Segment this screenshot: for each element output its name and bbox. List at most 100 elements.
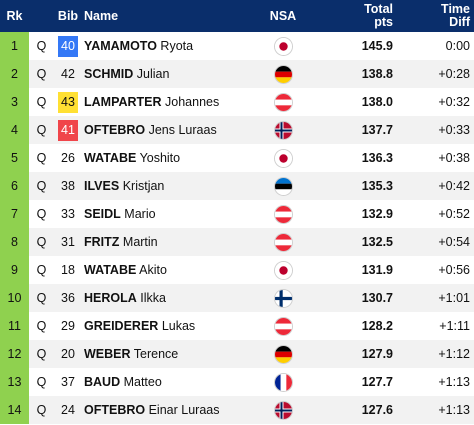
qualified-marker: Q: [36, 123, 47, 137]
athlete-name[interactable]: YAMAMOTO Ryota: [82, 32, 252, 60]
athlete-last-name: OFTEBRO: [84, 403, 146, 417]
table-row[interactable]: 12 Q 20 WEBER Terence 127.9 +1:12: [0, 340, 474, 368]
bib-cell: 38: [54, 172, 82, 200]
nsa-cell: [252, 256, 314, 284]
table-row[interactable]: 2 Q 42 SCHMID Julian 138.8 +0:28: [0, 60, 474, 88]
qualified-marker: Q: [36, 263, 47, 277]
athlete-first-name: Jens Luraas: [148, 123, 217, 137]
france-flag-icon: [274, 373, 292, 391]
athlete-first-name: Johannes: [165, 95, 220, 109]
header-nsa: NSA: [269, 8, 297, 23]
total-points: 127.9: [361, 347, 393, 361]
table-row[interactable]: 1 Q 40 YAMAMOTO Ryota 145.9 0:00: [0, 32, 474, 60]
athlete-name[interactable]: ILVES Kristjan: [82, 172, 252, 200]
athlete-name[interactable]: WATABE Akito: [82, 256, 252, 284]
nsa-cell: [252, 284, 314, 312]
rank-cell: 9: [0, 256, 29, 284]
bib-number: 40: [58, 35, 78, 57]
header-time-diff: Time Diff: [441, 2, 470, 29]
total-points: 130.7: [361, 291, 393, 305]
time-diff: +1:11: [439, 319, 470, 333]
nsa-cell: [252, 88, 314, 116]
rank-cell: 5: [0, 144, 29, 172]
table-row[interactable]: 11 Q 29 GREIDERER Lukas 128.2 +1:11: [0, 312, 474, 340]
total-points: 145.9: [361, 39, 393, 53]
table-row[interactable]: 3 Q 43 LAMPARTER Johannes 138.0 +0:32: [0, 88, 474, 116]
table-row[interactable]: 4 Q 41 OFTEBRO Jens Luraas 137.7 +0:33: [0, 116, 474, 144]
table-row[interactable]: 7 Q 33 SEIDL Mario 132.9 +0:52: [0, 200, 474, 228]
table-row[interactable]: 6 Q 38 ILVES Kristjan 135.3 +0:42: [0, 172, 474, 200]
total-points: 138.8: [361, 67, 393, 81]
qualified-marker: Q: [36, 67, 47, 81]
rank-cell: 4: [0, 116, 29, 144]
rank-cell: 8: [0, 228, 29, 256]
athlete-name[interactable]: OFTEBRO Jens Luraas: [82, 116, 252, 144]
germany-flag-icon: [274, 65, 292, 83]
qualified-marker: Q: [36, 235, 47, 249]
athlete-name[interactable]: LAMPARTER Johannes: [82, 88, 252, 116]
rank-cell: 1: [0, 32, 29, 60]
table-row[interactable]: 10 Q 36 HEROLA Ilkka 130.7 +1:01: [0, 284, 474, 312]
athlete-first-name: Ilkka: [140, 291, 166, 305]
athlete-name[interactable]: HEROLA Ilkka: [82, 284, 252, 312]
bib-cell: 20: [54, 340, 82, 368]
time-diff: +0:56: [438, 263, 470, 277]
qualified-marker: Q: [36, 179, 47, 193]
bib-number: 24: [61, 402, 75, 417]
athlete-name[interactable]: BAUD Matteo: [82, 368, 252, 396]
nsa-cell: [252, 228, 314, 256]
athlete-name[interactable]: SEIDL Mario: [82, 200, 252, 228]
estonia-flag-icon: [274, 177, 292, 195]
time-diff: +0:32: [438, 95, 470, 109]
table-row[interactable]: 13 Q 37 BAUD Matteo 127.7 +1:13: [0, 368, 474, 396]
athlete-name[interactable]: FRITZ Martin: [82, 228, 252, 256]
total-points: 135.3: [361, 179, 393, 193]
athlete-first-name: Matteo: [123, 375, 162, 389]
athlete-first-name: Julian: [136, 67, 170, 81]
table-row[interactable]: 5 Q 26 WATABE Yoshito 136.3 +0:38: [0, 144, 474, 172]
time-diff: +0:52: [438, 207, 470, 221]
time-diff: +0:38: [438, 151, 470, 165]
bib-number: 20: [61, 346, 75, 361]
bib-cell: 41: [54, 116, 82, 144]
qualified-marker: Q: [36, 319, 47, 333]
qualified-marker: Q: [36, 207, 47, 221]
time-diff: +1:13: [438, 403, 470, 417]
athlete-last-name: BAUD: [84, 375, 121, 389]
athlete-name[interactable]: OFTEBRO Einar Luraas: [82, 396, 252, 424]
header-bib: Bib: [57, 8, 79, 23]
total-points: 138.0: [361, 95, 393, 109]
rank-cell: 6: [0, 172, 29, 200]
time-diff: +0:33: [438, 123, 470, 137]
athlete-name[interactable]: WEBER Terence: [82, 340, 252, 368]
athlete-first-name: Lukas: [161, 319, 196, 333]
athlete-name[interactable]: GREIDERER Lukas: [82, 312, 252, 340]
athlete-name[interactable]: SCHMID Julian: [82, 60, 252, 88]
bib-number: 43: [58, 91, 78, 113]
athlete-last-name: OFTEBRO: [84, 123, 146, 137]
athlete-first-name: Einar Luraas: [148, 403, 220, 417]
total-points: 131.9: [361, 263, 393, 277]
nsa-cell: [252, 396, 314, 424]
athlete-name[interactable]: WATABE Yoshito: [82, 144, 252, 172]
rank-cell: 12: [0, 340, 29, 368]
athlete-last-name: WATABE: [84, 151, 137, 165]
table-row[interactable]: 14 Q 24 OFTEBRO Einar Luraas 127.6 +1:13: [0, 396, 474, 424]
header-total-points: Total pts: [364, 2, 393, 29]
table-row[interactable]: 8 Q 31 FRITZ Martin 132.5 +0:54: [0, 228, 474, 256]
header-rank: Rk: [6, 8, 23, 23]
qualified-marker: Q: [36, 151, 47, 165]
bib-number: 41: [58, 119, 78, 141]
japan-flag-icon: [274, 37, 292, 55]
athlete-last-name: SCHMID: [84, 67, 134, 81]
time-diff: +0:42: [438, 179, 470, 193]
qualified-marker: Q: [36, 39, 47, 53]
norway-flag-icon: [274, 401, 292, 419]
qualified-marker: Q: [36, 375, 47, 389]
table-row[interactable]: 9 Q 18 WATABE Akito 131.9 +0:56: [0, 256, 474, 284]
qualified-marker: Q: [36, 403, 47, 417]
bib-cell: 33: [54, 200, 82, 228]
nsa-cell: [252, 32, 314, 60]
athlete-first-name: Mario: [124, 207, 156, 221]
athlete-last-name: HEROLA: [84, 291, 137, 305]
